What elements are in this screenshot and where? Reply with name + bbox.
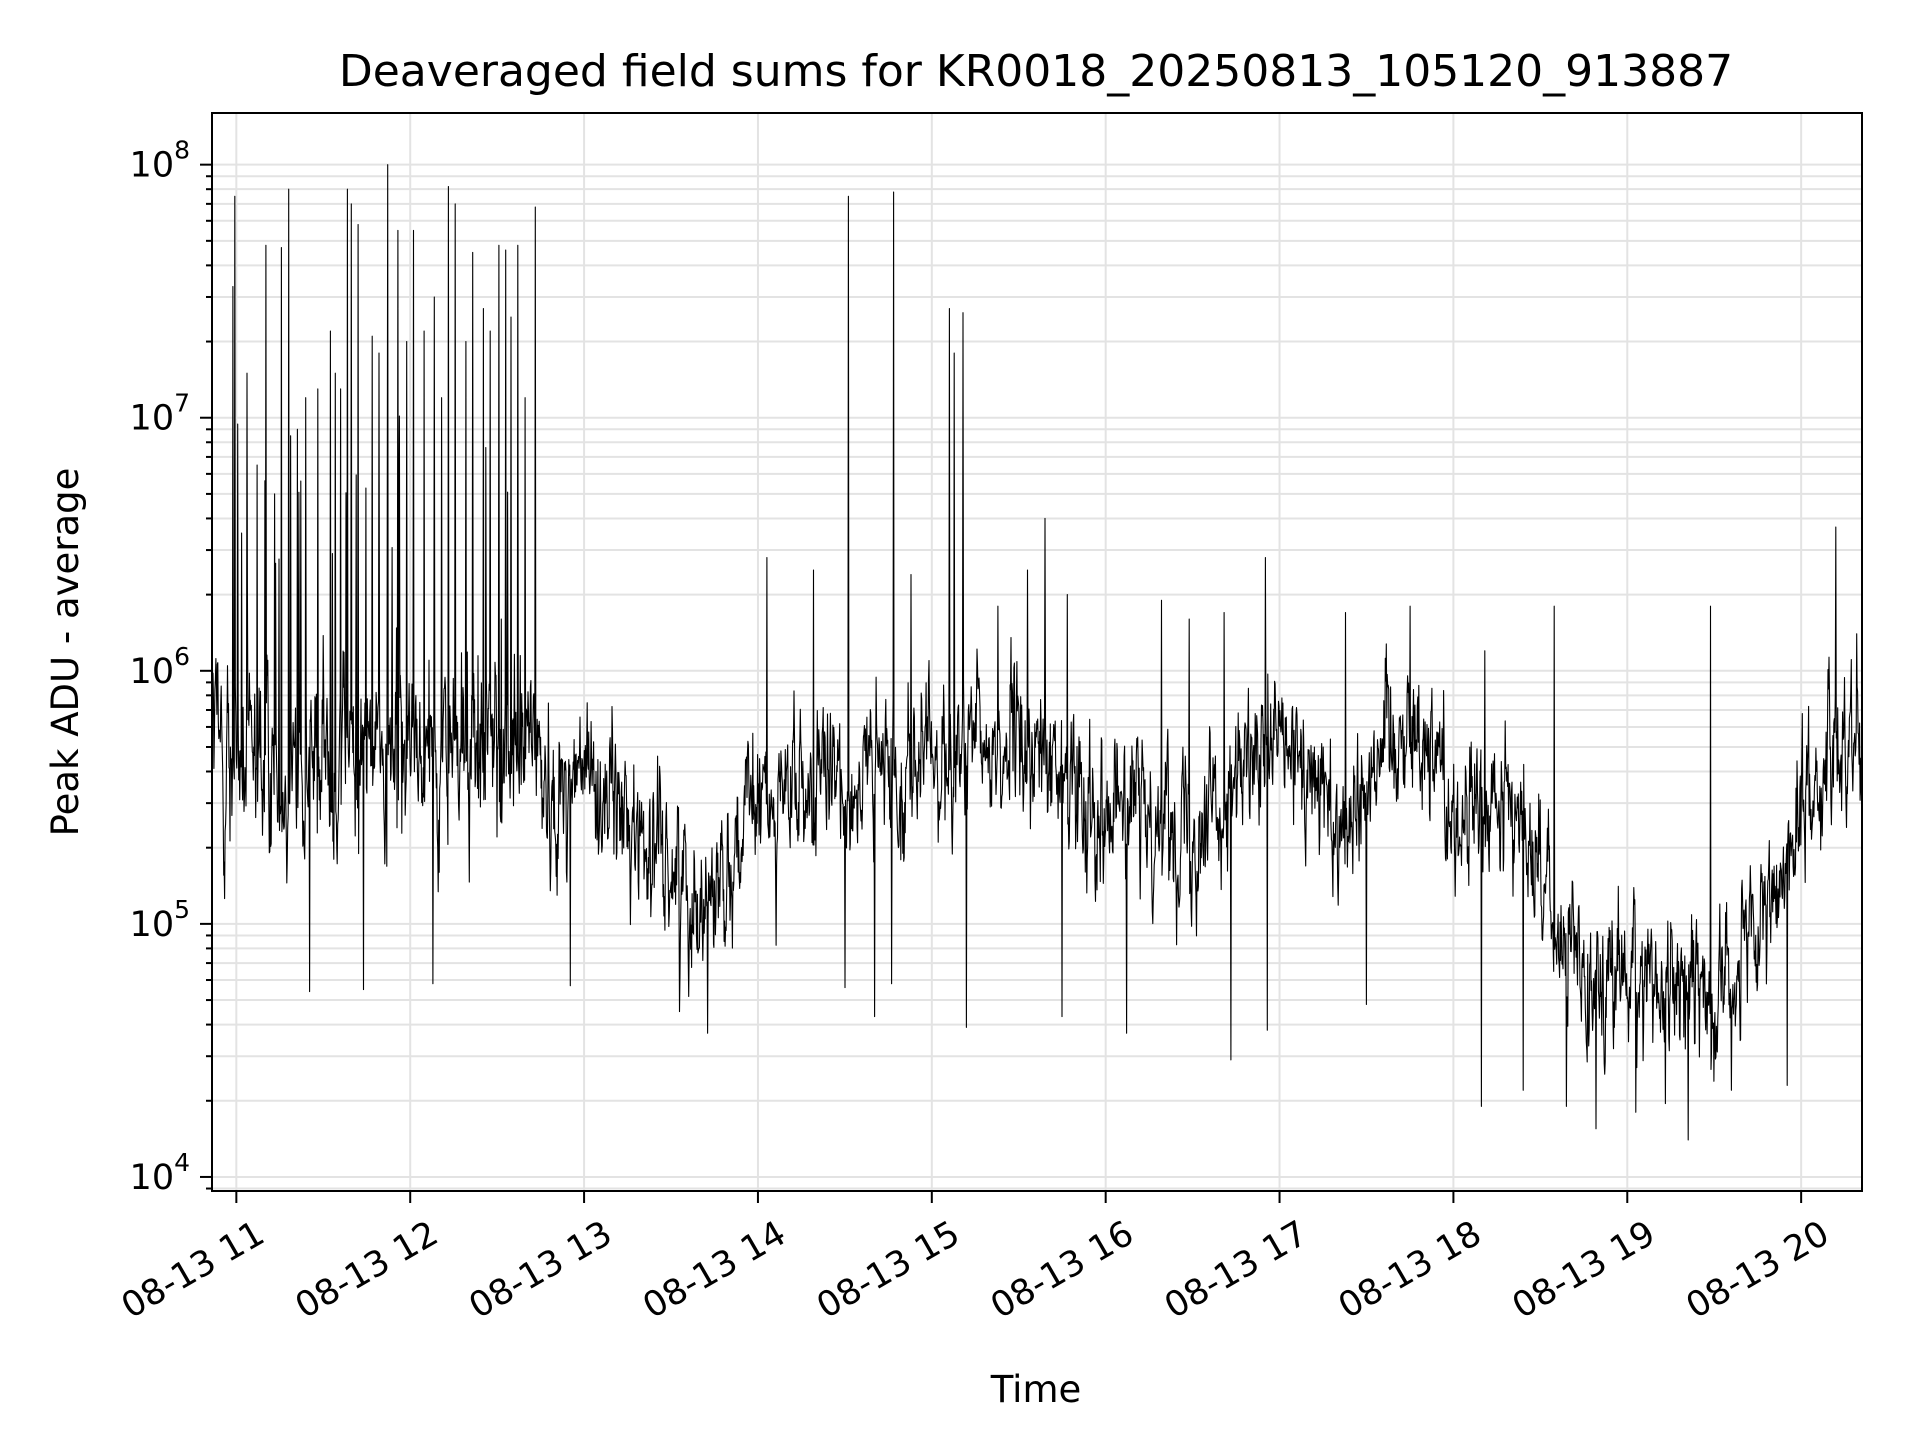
y-tick-base: 10: [130, 146, 175, 186]
x-tick-label: 08-13 16: [984, 1214, 1140, 1327]
y-tick-exponent: 4: [174, 1148, 190, 1177]
grid: [212, 113, 1862, 1191]
y-tick-label: 108: [130, 136, 190, 186]
x-tick-label: 08-13 15: [810, 1214, 966, 1327]
y-tick-label: 106: [130, 642, 190, 692]
y-tick-label: 107: [130, 389, 190, 439]
chart-title: Deaveraged field sums for KR0018_2025081…: [339, 46, 1733, 97]
y-tick-label: 105: [130, 895, 190, 945]
x-axis-label: Time: [990, 1368, 1082, 1411]
y-tick-base: 10: [130, 1158, 175, 1198]
plot-frame: [211, 112, 1863, 1192]
x-tick-label: 08-13 17: [1158, 1214, 1314, 1327]
y-axis-label: Peak ADU - average: [44, 468, 87, 837]
y-tick-base: 10: [130, 652, 175, 692]
x-tick-label: 08-13 13: [463, 1214, 619, 1327]
y-tick-exponent: 8: [174, 136, 190, 165]
y-tick-exponent: 6: [174, 642, 190, 671]
x-tick-label: 08-13 14: [637, 1214, 793, 1327]
y-tick-base: 10: [130, 399, 175, 439]
y-tick-base: 10: [130, 905, 175, 945]
x-tick-label: 08-13 11: [115, 1214, 271, 1327]
y-tick-exponent: 7: [174, 389, 190, 418]
x-tick-label: 08-13 18: [1332, 1214, 1488, 1327]
x-tick-label: 08-13 19: [1506, 1214, 1662, 1327]
series-line: [211, 164, 1863, 1141]
y-tick-label: 104: [130, 1148, 190, 1198]
x-tick-label: 08-13 20: [1680, 1214, 1836, 1327]
x-tick-label: 08-13 12: [289, 1214, 445, 1327]
y-tick-exponent: 5: [174, 895, 190, 924]
